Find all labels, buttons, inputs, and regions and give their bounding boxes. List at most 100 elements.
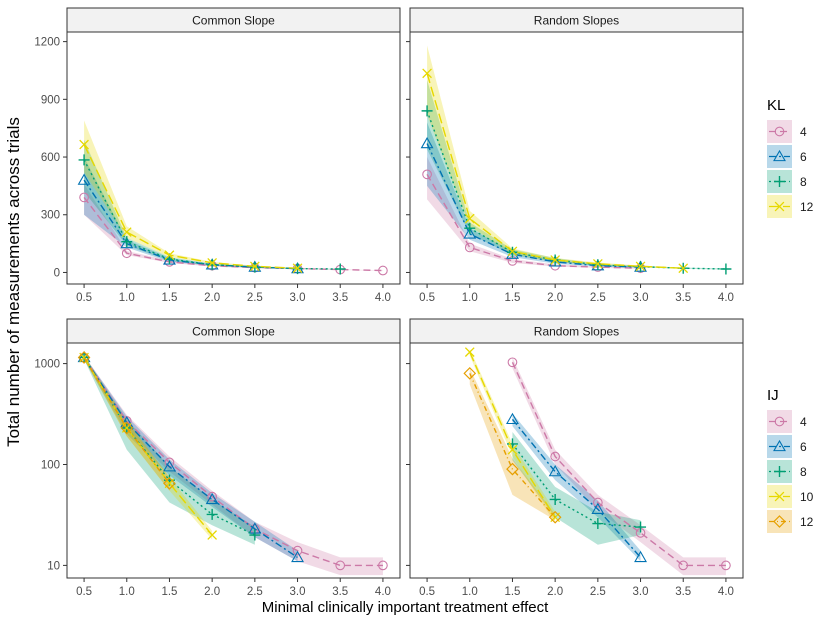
series-line-12 (83, 144, 298, 269)
facet-strip (409, 7, 744, 33)
x-tick-label: 2.5 (247, 292, 263, 304)
x-tick-label: 0.5 (419, 586, 435, 598)
data-point-8 (206, 259, 218, 271)
ribbon-6 (84, 355, 298, 562)
x-tick-label: 3.0 (633, 586, 649, 598)
legend-label-4: 4 (800, 125, 807, 139)
data-point-10 (464, 347, 475, 357)
data-point-12 (678, 263, 689, 274)
panel-2: Random Slopes 0.5 1.0 1.5 2.0 2.5 3.0 3.5 4.0 (406, 7, 744, 304)
legend-title: KL (767, 97, 785, 114)
data-point-12 (207, 257, 218, 268)
x-tick-label: 1.0 (462, 292, 478, 304)
data-point-8 (635, 521, 647, 533)
series-line-6 (426, 143, 641, 268)
facet-strip (66, 318, 401, 344)
panel-4: Random Slopes 0.5 1.0 1.5 2.0 2.5 3.0 3.5 4.0 (406, 318, 744, 598)
data-point-4 (592, 497, 603, 508)
x-tick-label: 4.0 (375, 292, 391, 304)
legends: KL 4 6 8 12 IJ 4 6 8 10 12 (767, 97, 814, 533)
x-tick-label: 3.5 (675, 292, 691, 304)
legend-kl: KL 4 6 8 12 (767, 97, 814, 218)
data-point-4 (464, 242, 475, 253)
data-point-8 (464, 222, 476, 234)
panel-border (66, 342, 401, 579)
series-line-4 (426, 173, 641, 269)
legend-label-10: 10 (800, 490, 814, 504)
legend-label-8: 8 (800, 175, 807, 189)
x-tick-label: 2.5 (590, 292, 606, 304)
x-tick-label: 2.5 (247, 586, 263, 598)
legend-marker-6 (773, 149, 786, 162)
legend-label-12: 12 (800, 515, 814, 529)
data-point-12 (292, 263, 303, 274)
data-point-6 (506, 412, 519, 425)
facet-strip (66, 7, 401, 33)
ribbon-6 (512, 413, 641, 562)
plot-area (67, 32, 400, 284)
x-tick-label: 2.0 (547, 586, 563, 598)
data-point-8 (506, 438, 518, 450)
x-tick-label: 0.5 (419, 292, 435, 304)
data-point-12 (548, 510, 562, 524)
x-tick-label: 1.0 (462, 586, 478, 598)
legend-label-6: 6 (800, 440, 807, 454)
y-tick-label: 1200 (34, 37, 60, 49)
plot-area (67, 343, 400, 578)
x-tick-label: 3.0 (290, 586, 306, 598)
legend-label-12: 12 (800, 200, 814, 214)
data-point-4 (79, 192, 89, 203)
data-point-12 (422, 68, 432, 79)
data-point-4 (378, 560, 388, 571)
data-point-4 (678, 560, 689, 571)
series-line-12 (83, 357, 171, 484)
x-tick-label: 1.5 (161, 292, 177, 304)
data-point-6 (634, 550, 647, 563)
y-tick-label: 0 (54, 267, 60, 279)
x-tick-label: 0.5 (76, 586, 92, 598)
panel-border (409, 31, 744, 285)
legend-marker-4 (774, 126, 785, 137)
data-point-8 (249, 529, 261, 541)
x-tick-label: 3.0 (633, 292, 649, 304)
data-point-12 (77, 351, 91, 364)
legend-label-4: 4 (800, 415, 807, 429)
data-point-12 (163, 477, 176, 490)
ribbon-12 (469, 368, 556, 521)
data-point-8 (334, 263, 346, 275)
data-point-4 (378, 265, 388, 276)
data-point-12 (121, 227, 132, 237)
data-point-12 (550, 255, 561, 265)
x-tick-label: 1.5 (161, 586, 177, 598)
series-line-8 (83, 357, 256, 536)
x-tick-label: 1.0 (119, 586, 135, 598)
legend-key-4 (767, 120, 792, 143)
data-point-12 (164, 250, 175, 261)
y-tick-label: 300 (41, 210, 60, 222)
legend-key-4 (767, 410, 792, 433)
data-point-12 (463, 367, 477, 380)
data-point-10 (507, 444, 518, 455)
legend-marker-6 (773, 439, 786, 452)
y-tick-label: 900 (41, 94, 60, 106)
data-point-8 (121, 236, 133, 248)
data-point-12 (507, 246, 518, 257)
x-tick-label: 4.0 (718, 586, 734, 598)
data-point-4 (121, 248, 132, 259)
data-point-8 (592, 518, 604, 530)
data-point-10 (207, 530, 218, 540)
data-point-4 (721, 560, 731, 571)
legend-label-8: 8 (800, 465, 807, 479)
panel-3: Common Slope 10 100 1000 0.5 1.0 1.5 2.0 2.5 3.0 3… (34, 318, 401, 598)
ribbon-8 (84, 355, 255, 545)
plot-area (410, 343, 743, 578)
data-point-12 (249, 261, 260, 272)
data-point-6 (548, 255, 562, 267)
facet-strip-label: Common Slope (192, 14, 275, 28)
ribbon-10 (84, 355, 213, 540)
legend-title: IJ (767, 387, 779, 404)
panels: Common Slope 0 300 600 900 1200 0.5 1.0 1.5 2.0 2.… (34, 7, 744, 598)
data-point-4 (292, 545, 303, 556)
data-point-12 (120, 421, 134, 435)
